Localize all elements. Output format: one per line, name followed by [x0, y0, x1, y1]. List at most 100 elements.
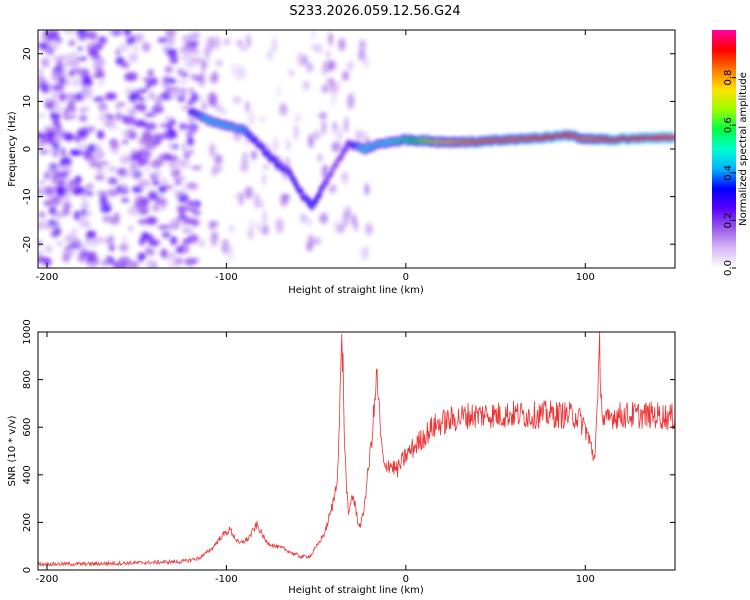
noise-blob [164, 65, 174, 74]
noise-blob [259, 201, 265, 209]
noise-blob [80, 208, 88, 217]
colorbar-tick-label: 0.8 [723, 70, 734, 86]
noise-blob [188, 88, 195, 93]
noise-blob [326, 51, 331, 58]
noise-blob [80, 81, 94, 87]
noise-blob [169, 54, 179, 65]
noise-blob [132, 43, 139, 53]
noise-blob [326, 77, 335, 85]
x-tick-label: -100 [215, 574, 238, 585]
noise-blob [38, 68, 44, 75]
noise-blob [168, 90, 180, 97]
noise-blob [330, 91, 337, 107]
noise-blob [95, 167, 105, 176]
x-tick-label: -100 [215, 272, 238, 283]
noise-blob [94, 174, 106, 181]
noise-blob [208, 220, 216, 231]
noise-blob [84, 251, 97, 259]
noise-blob [137, 96, 146, 102]
noise-blob [87, 238, 100, 248]
noise-blob [48, 206, 57, 216]
y-tick-label: 0 [22, 567, 33, 573]
x-tick-label: 0 [403, 574, 409, 585]
noise-blob [161, 132, 169, 140]
noise-blob [87, 47, 99, 57]
noise-blob [128, 52, 139, 63]
noise-blob [184, 257, 197, 266]
noise-blob [79, 105, 91, 112]
noise-blob [244, 186, 254, 200]
noise-blob [267, 49, 273, 61]
noise-blob [165, 30, 177, 37]
noise-blob [161, 177, 168, 185]
noise-blob [44, 131, 57, 138]
y-tick-label: 10 [22, 95, 33, 108]
noise-blob [100, 260, 110, 267]
noise-blob [62, 201, 72, 210]
noise-blob [328, 183, 337, 194]
noise-blob [74, 175, 82, 184]
noise-blob [153, 170, 163, 177]
noise-blob [96, 190, 109, 196]
noise-blob [210, 231, 218, 247]
noise-blob [76, 128, 89, 138]
noise-blob [116, 184, 123, 194]
noise-blob [273, 136, 279, 153]
y-tick-label: 600 [22, 418, 33, 437]
noise-blob [154, 96, 163, 107]
noise-blob [240, 67, 247, 80]
noise-blob [108, 244, 115, 252]
noise-blob [256, 221, 262, 234]
noise-blob [185, 227, 194, 234]
noise-blob [271, 37, 277, 54]
spectrogram-y-label: Frequency (Hz) [7, 111, 18, 187]
colorbar: 0.0 0.2 0.4 0.6 0.8 Normalized spectral ampl… [712, 30, 749, 276]
noise-blob [42, 85, 48, 94]
noise-blob [239, 45, 248, 52]
noise-blob [59, 157, 72, 166]
noise-blob [166, 162, 174, 167]
noise-blob [79, 220, 92, 229]
noise-blob [337, 126, 343, 142]
noise-blob [178, 207, 186, 216]
noise-blob [38, 112, 46, 119]
noise-blob [162, 76, 171, 81]
noise-blob [133, 201, 145, 209]
noise-blob [67, 51, 79, 62]
noise-blob [262, 163, 270, 171]
noise-blob [132, 185, 143, 194]
noise-blob [86, 144, 98, 153]
noise-blob [214, 154, 223, 166]
noise-blob [306, 62, 314, 73]
noise-blob [198, 95, 204, 103]
noise-blob [165, 48, 178, 57]
noise-blob [137, 161, 143, 167]
colorbar-ticks: 0.0 0.2 0.4 0.6 0.8 [723, 70, 736, 276]
noise-blob [72, 68, 84, 74]
noise-blob [115, 112, 122, 121]
noise-blob [43, 30, 49, 37]
noise-blob [48, 196, 61, 207]
y-tick-label: 1000 [22, 319, 33, 344]
noise-blob [74, 238, 81, 247]
noise-blob [79, 35, 86, 41]
noise-blob [121, 235, 128, 243]
noise-blob [144, 77, 151, 83]
spectrogram-y-ticks: -20 -10 0 10 20 [22, 47, 675, 252]
noise-blob [169, 218, 177, 229]
noise-blob [85, 183, 94, 190]
noise-blob [144, 167, 151, 173]
noise-blob [188, 148, 195, 155]
noise-blob [141, 42, 151, 52]
snr-y-label: SNR (10 * v/v) [7, 415, 18, 486]
noise-blob [133, 121, 146, 127]
noise-blob [228, 225, 236, 233]
noise-blob [145, 234, 154, 242]
noise-blob [159, 123, 170, 128]
noise-blob [170, 168, 181, 178]
spectrogram-x-label: Height of straight line (km) [288, 285, 424, 296]
noise-blob [170, 235, 178, 246]
noise-blob [333, 219, 341, 234]
noise-blob [200, 59, 207, 72]
noise-blob [183, 150, 190, 160]
